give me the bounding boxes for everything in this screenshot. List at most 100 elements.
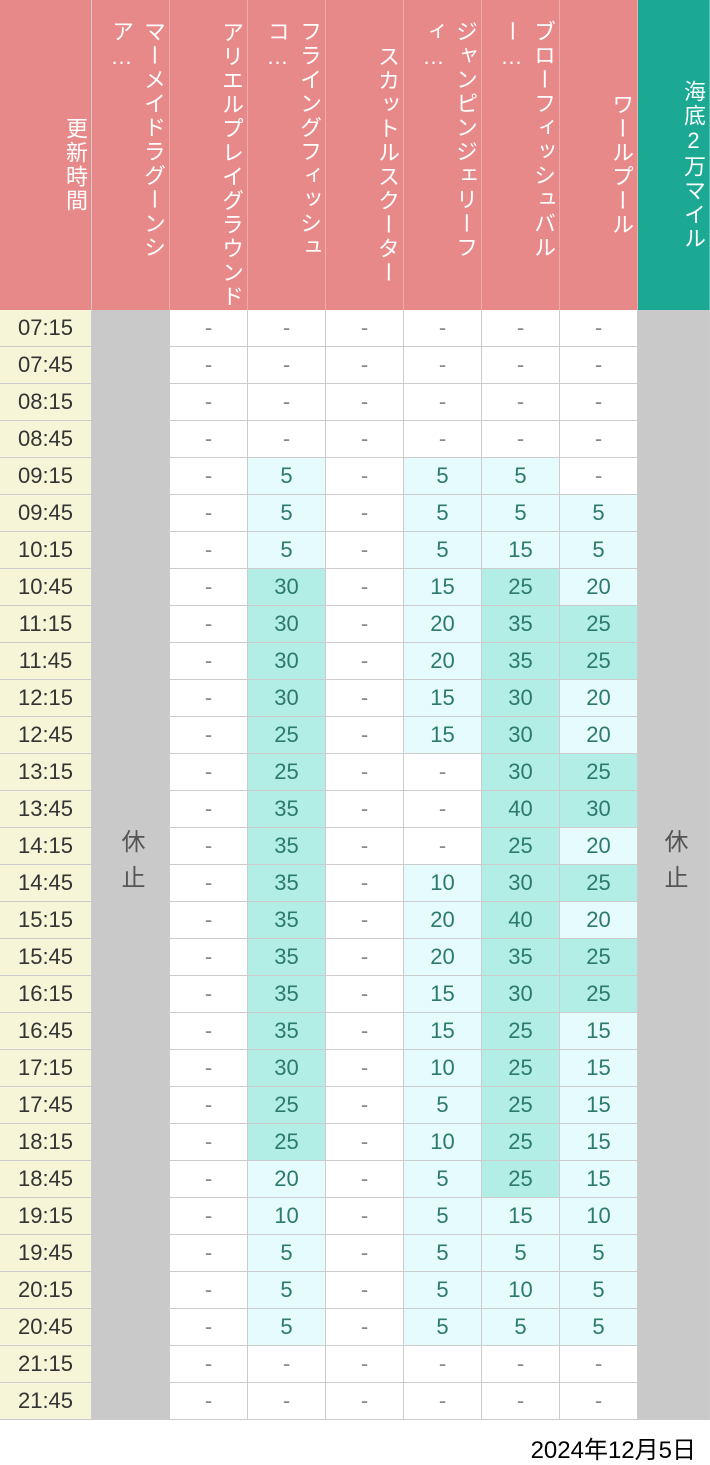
wait-cell-ariel: - [170,606,248,643]
wait-cell-scuttle: - [326,1346,404,1383]
wait-cell-scuttle: - [326,902,404,939]
time-cell: 18:15 [0,1124,92,1161]
wait-cell-whirl: 20 [560,902,638,939]
wait-cell-jumpin: - [404,754,482,791]
header-whirl: ワールプール [560,0,638,310]
wait-cell-scuttle: - [326,532,404,569]
wait-cell-flying: 35 [248,902,326,939]
wait-cell-blowfish: 25 [482,569,560,606]
wait-cell-ariel: - [170,1198,248,1235]
wait-cell-flying: 5 [248,1235,326,1272]
header-scuttle: スカットルスクーター [326,0,404,310]
wait-cell-whirl: 25 [560,865,638,902]
wait-cell-flying: 35 [248,939,326,976]
wait-cell-scuttle: - [326,384,404,421]
time-cell: 17:15 [0,1050,92,1087]
wait-cell-whirl: 5 [560,495,638,532]
wait-cell-scuttle: - [326,717,404,754]
wait-cell-jumpin: 5 [404,532,482,569]
closed-kaitei: 休止 [638,310,710,1420]
wait-cell-jumpin: 5 [404,1161,482,1198]
wait-cell-blowfish: 25 [482,1124,560,1161]
wait-cell-blowfish: 35 [482,606,560,643]
wait-cell-flying: 5 [248,1309,326,1346]
wait-cell-flying: - [248,1346,326,1383]
wait-cell-ariel: - [170,902,248,939]
time-cell: 10:45 [0,569,92,606]
closed-mermaid: 休止 [92,310,170,1420]
wait-cell-jumpin: 15 [404,680,482,717]
wait-cell-flying: 5 [248,495,326,532]
wait-cell-flying: - [248,1383,326,1420]
wait-cell-scuttle: - [326,421,404,458]
wait-cell-ariel: - [170,1013,248,1050]
time-cell: 15:15 [0,902,92,939]
time-cell: 14:45 [0,865,92,902]
wait-cell-flying: - [248,384,326,421]
wait-cell-blowfish: - [482,384,560,421]
time-cell: 15:45 [0,939,92,976]
wait-cell-blowfish: 25 [482,1050,560,1087]
wait-cell-scuttle: - [326,1383,404,1420]
header-mermaid: マーメイドラグーンシア… [92,0,170,310]
wait-cell-flying: 25 [248,1124,326,1161]
wait-cell-ariel: - [170,1161,248,1198]
wait-cell-scuttle: - [326,976,404,1013]
wait-cell-blowfish: 25 [482,1161,560,1198]
time-cell: 16:45 [0,1013,92,1050]
wait-cell-flying: 35 [248,976,326,1013]
wait-cell-ariel: - [170,458,248,495]
wait-cell-whirl: - [560,1383,638,1420]
time-cell: 12:45 [0,717,92,754]
wait-cell-ariel: - [170,532,248,569]
wait-cell-jumpin: 5 [404,1235,482,1272]
wait-cell-ariel: - [170,347,248,384]
wait-cell-jumpin: 5 [404,1198,482,1235]
wait-cell-whirl: 20 [560,828,638,865]
wait-cell-jumpin: - [404,310,482,347]
wait-cell-whirl: 30 [560,791,638,828]
wait-cell-ariel: - [170,1272,248,1309]
wait-cell-jumpin: 5 [404,458,482,495]
header-time: 更新時間 [0,0,92,310]
wait-cell-scuttle: - [326,939,404,976]
date-footer: 2024年12月5日 [0,1420,710,1465]
wait-cell-jumpin: 5 [404,1309,482,1346]
wait-cell-flying: 10 [248,1198,326,1235]
wait-cell-scuttle: - [326,791,404,828]
wait-cell-jumpin: 20 [404,902,482,939]
wait-cell-jumpin: 20 [404,606,482,643]
wait-cell-scuttle: - [326,1309,404,1346]
wait-cell-blowfish: 10 [482,1272,560,1309]
time-cell: 11:45 [0,643,92,680]
wait-cell-flying: - [248,310,326,347]
wait-cell-jumpin: 10 [404,1050,482,1087]
wait-cell-ariel: - [170,717,248,754]
wait-cell-ariel: - [170,1050,248,1087]
wait-cell-jumpin: - [404,791,482,828]
wait-cell-flying: 35 [248,1013,326,1050]
time-cell: 12:15 [0,680,92,717]
wait-cell-jumpin: 5 [404,1272,482,1309]
wait-cell-blowfish: - [482,1383,560,1420]
wait-cell-blowfish: 5 [482,458,560,495]
wait-cell-jumpin: 15 [404,717,482,754]
wait-cell-scuttle: - [326,495,404,532]
wait-cell-blowfish: 30 [482,865,560,902]
wait-cell-flying: 25 [248,1087,326,1124]
wait-cell-ariel: - [170,1383,248,1420]
wait-cell-scuttle: - [326,347,404,384]
wait-cell-flying: 35 [248,828,326,865]
wait-cell-jumpin: - [404,421,482,458]
wait-cell-blowfish: 25 [482,1013,560,1050]
wait-cell-jumpin: 20 [404,939,482,976]
wait-cell-scuttle: - [326,1050,404,1087]
wait-cell-whirl: 25 [560,754,638,791]
wait-cell-flying: 25 [248,754,326,791]
wait-cell-flying: 30 [248,606,326,643]
time-cell: 19:45 [0,1235,92,1272]
wait-cell-flying: 25 [248,717,326,754]
wait-cell-scuttle: - [326,458,404,495]
wait-cell-ariel: - [170,754,248,791]
time-cell: 21:45 [0,1383,92,1420]
